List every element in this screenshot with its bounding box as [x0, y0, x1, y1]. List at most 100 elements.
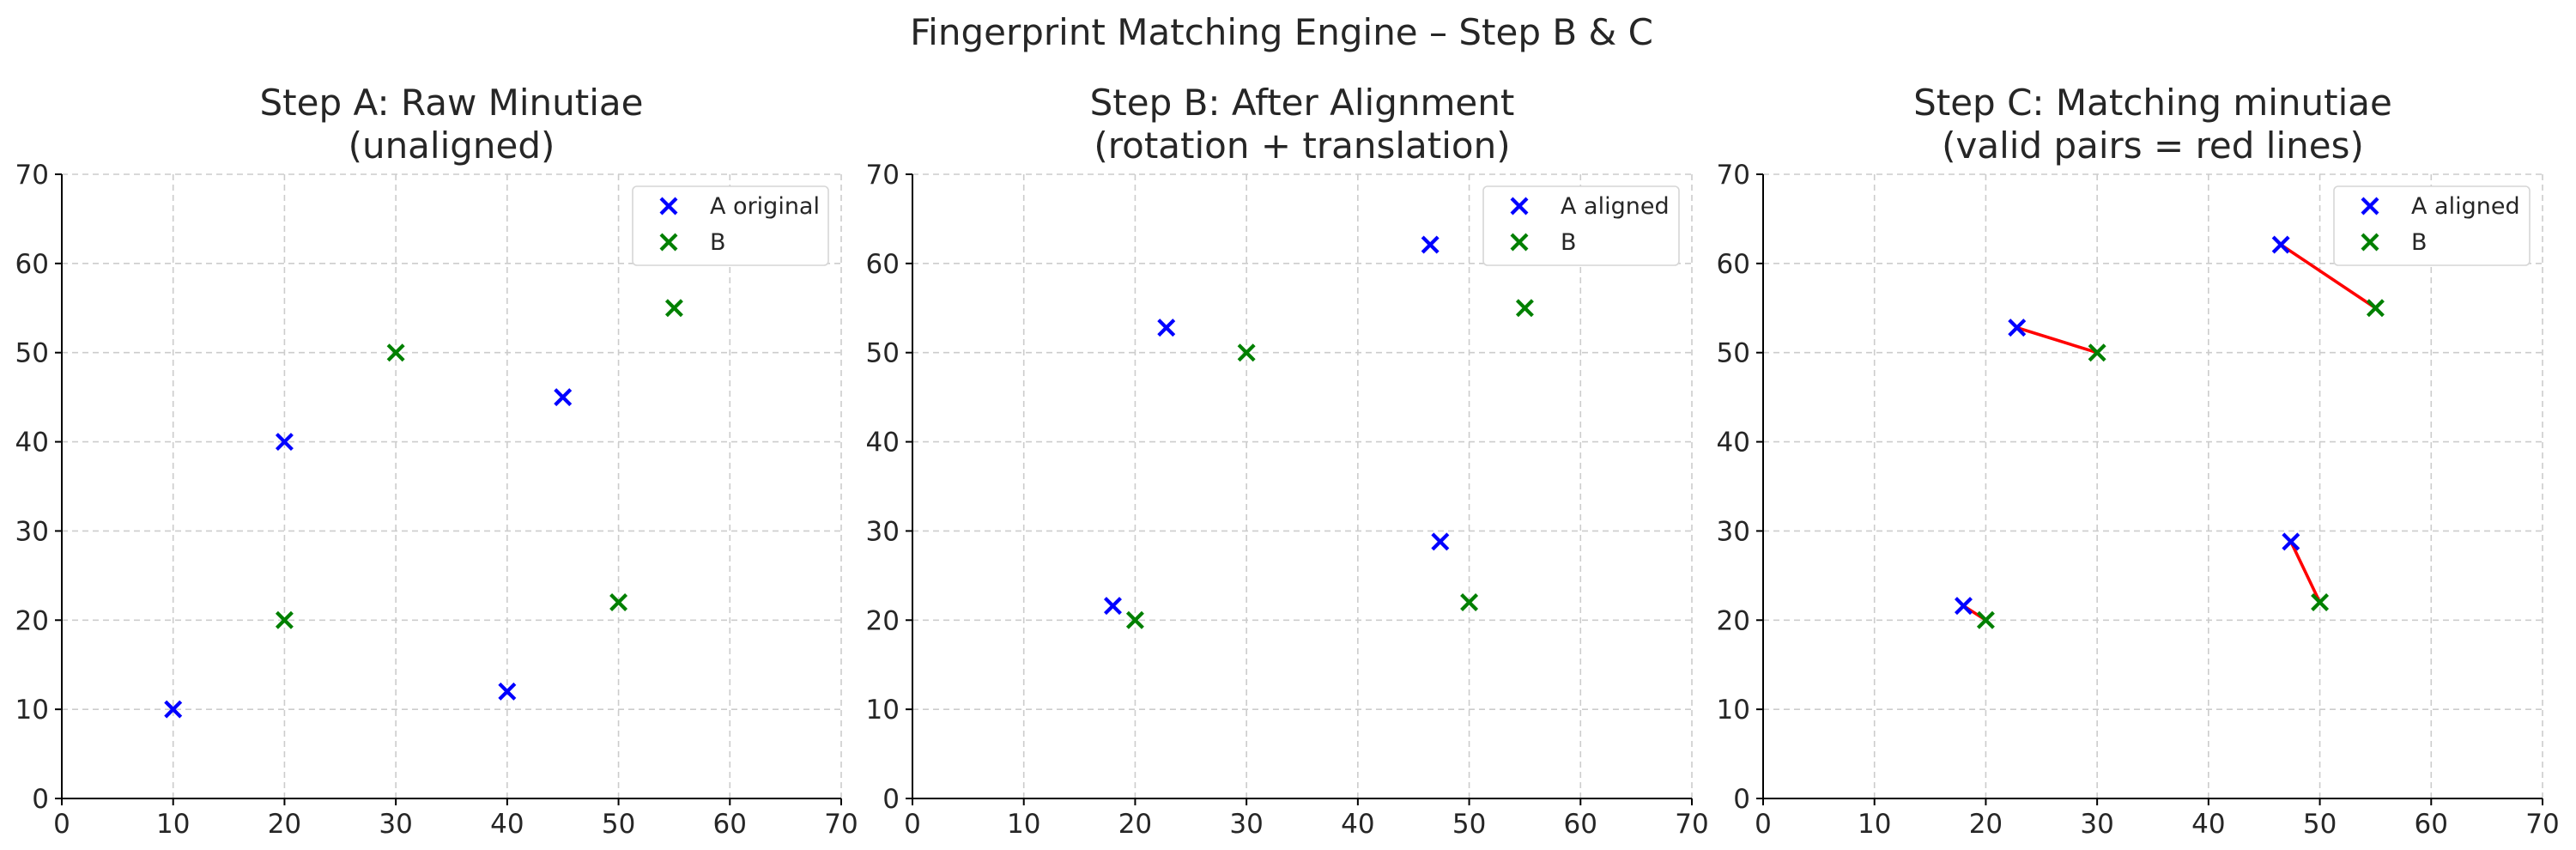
x-tick-label: 70: [824, 809, 858, 840]
legend: A aligned B: [2333, 185, 2531, 266]
data-point-b: [2311, 593, 2330, 611]
y-tick-label: 30: [15, 516, 49, 547]
legend-label: B: [1561, 229, 1577, 256]
y-tick-label: 60: [1717, 249, 1750, 280]
data-point-a: [1421, 235, 1440, 254]
legend-marker: [659, 197, 678, 216]
x-tick-label: 60: [713, 809, 747, 840]
legend: A aligned B: [1482, 185, 1680, 266]
legend-frame: [1482, 185, 1680, 266]
data-point-b: [386, 343, 405, 362]
x-tick-label: 20: [1118, 809, 1152, 840]
y-tick-label: 10: [15, 695, 49, 726]
x-tick-label: 50: [602, 809, 635, 840]
data-point-b: [2366, 299, 2385, 318]
data-point-a: [275, 433, 294, 452]
y-tick-label: 40: [1717, 428, 1750, 458]
data-point-a: [2271, 235, 2290, 254]
data-point-b: [1237, 343, 1256, 362]
y-tick-label: 0: [882, 784, 900, 815]
y-tick-label: 30: [1717, 516, 1750, 547]
data-point-a: [1157, 319, 1176, 337]
match-pair-line: [2289, 541, 2322, 604]
x-tick-label: 40: [1341, 809, 1374, 840]
legend-label: A original: [710, 193, 820, 220]
match-pair-line: [2016, 325, 2098, 355]
x-tick-label: 50: [2303, 809, 2337, 840]
x-tick-label: 40: [490, 809, 524, 840]
y-tick-label: 0: [1733, 784, 1750, 815]
x-tick-label: 60: [2415, 809, 2448, 840]
panel-title-line: (valid pairs = red lines): [1942, 124, 2364, 167]
panel-title-line: Step B: After Alignment: [1090, 82, 1515, 124]
x-tick-label: 10: [1858, 809, 1891, 840]
y-tick-label: 0: [32, 784, 49, 815]
x-tick-label: 0: [53, 809, 70, 840]
data-point-a: [1955, 597, 1973, 616]
x-tick-label: 30: [2080, 809, 2113, 840]
data-point-b: [1460, 593, 1479, 611]
panel-title-line: (rotation + translation): [1094, 124, 1510, 167]
legend-marker: [1510, 197, 1529, 216]
data-point-b: [2088, 343, 2106, 362]
data-point-b: [1515, 299, 1534, 318]
panels: Step A: Raw Minutiae(unaligned) 0 10 20 30 40…: [15, 82, 2560, 840]
legend-frame: [2333, 185, 2531, 266]
legend-frame: [632, 185, 829, 266]
data-point-b: [609, 593, 628, 611]
panel-2: Step B: After Alignment(rotation + trans…: [866, 82, 1709, 840]
y-tick-label: 70: [866, 160, 900, 191]
data-point-b: [275, 610, 294, 629]
x-tick-label: 50: [1452, 809, 1486, 840]
y-tick-label: 30: [866, 516, 900, 547]
match-pair-line: [2280, 243, 2377, 310]
panel-3: Step C: Matching minutiae(valid pairs = …: [1717, 82, 2560, 840]
x-tick-label: 10: [156, 809, 190, 840]
data-point-a: [554, 388, 573, 407]
data-point-a: [2008, 319, 2027, 337]
data-point-a: [1104, 597, 1122, 616]
y-tick-label: 60: [866, 249, 900, 280]
x-tick-label: 70: [1675, 809, 1708, 840]
y-tick-label: 50: [1717, 338, 1750, 369]
legend-label: B: [2411, 229, 2428, 256]
y-tick-label: 40: [15, 428, 49, 458]
x-tick-label: 20: [1969, 809, 2003, 840]
data-point-a: [2282, 532, 2300, 551]
data-point-b: [664, 299, 683, 318]
legend-label: B: [710, 229, 726, 256]
data-point-a: [498, 682, 517, 701]
legend-label: A aligned: [1561, 193, 1670, 220]
x-tick-label: 40: [2191, 809, 2225, 840]
y-tick-label: 40: [866, 428, 900, 458]
y-tick-label: 20: [1717, 605, 1750, 636]
x-tick-label: 60: [1564, 809, 1597, 840]
y-tick-label: 60: [15, 249, 49, 280]
x-tick-label: 0: [1755, 809, 1772, 840]
x-tick-label: 70: [2525, 809, 2559, 840]
y-tick-label: 20: [866, 605, 900, 636]
legend-marker: [2361, 197, 2379, 216]
legend: A original B: [632, 185, 829, 266]
data-point-a: [164, 700, 183, 719]
panel-title-line: Step C: Matching minutiae: [1913, 82, 2392, 124]
legend-marker: [1510, 233, 1529, 252]
y-tick-label: 50: [15, 338, 49, 369]
x-tick-label: 0: [904, 809, 921, 840]
x-tick-label: 30: [379, 809, 412, 840]
y-tick-label: 10: [1717, 695, 1750, 726]
legend-marker: [659, 233, 678, 252]
panel-1: Step A: Raw Minutiae(unaligned) 0 10 20 30 40…: [15, 82, 858, 840]
y-tick-label: 20: [15, 605, 49, 636]
panel-title-line: (unaligned): [349, 124, 555, 167]
figure-title: Fingerprint Matching Engine – Step B & C: [910, 11, 1653, 53]
legend-marker: [2361, 233, 2379, 252]
y-tick-label: 70: [15, 160, 49, 191]
y-tick-label: 70: [1717, 160, 1750, 191]
data-point-b: [1976, 610, 1995, 629]
y-tick-label: 50: [866, 338, 900, 369]
x-tick-label: 30: [1229, 809, 1263, 840]
panel-title-line: Step A: Raw Minutiae: [259, 82, 643, 124]
x-tick-label: 20: [268, 809, 301, 840]
